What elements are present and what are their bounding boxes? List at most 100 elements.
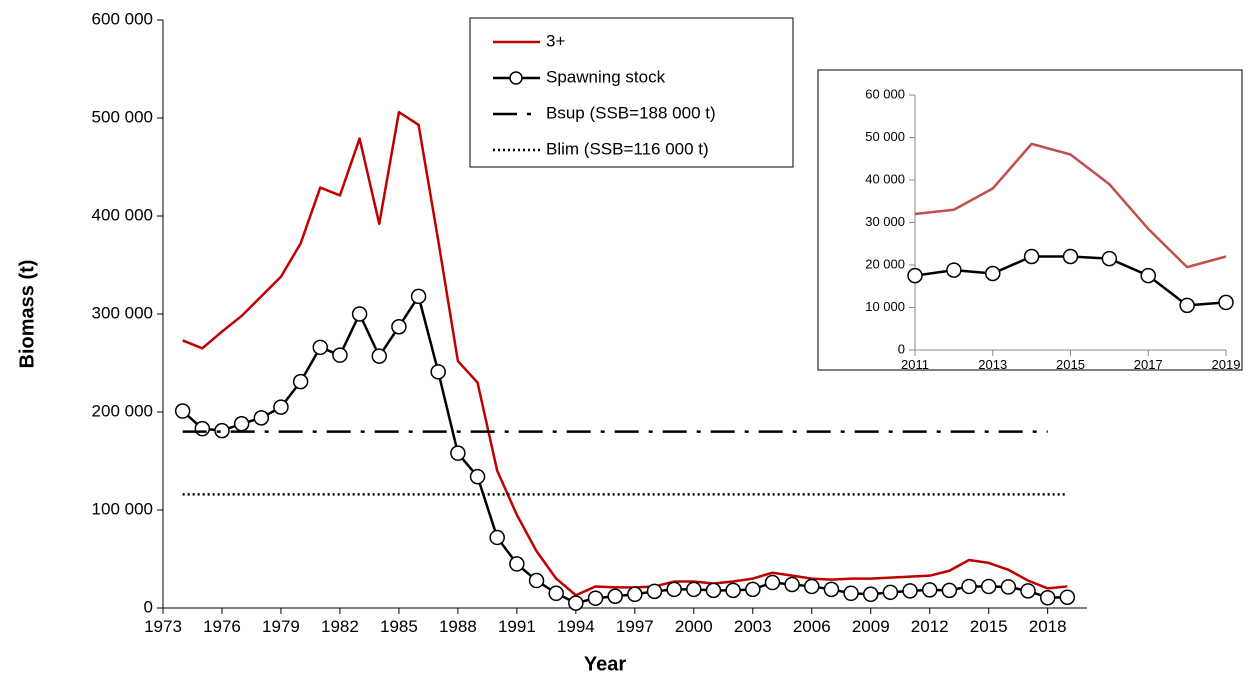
point [1059, 589, 1076, 605]
y-tick-label: 100 000 [92, 499, 153, 518]
series-line [914, 142, 1227, 269]
point [233, 416, 250, 432]
point [312, 339, 329, 356]
point [941, 582, 958, 599]
point [985, 265, 1001, 282]
x-tick-label: 2019 [1212, 357, 1241, 372]
point [430, 364, 446, 380]
point [469, 468, 486, 485]
point [351, 306, 368, 322]
legend-label: 3+ [546, 31, 565, 50]
point [725, 582, 741, 599]
point [292, 373, 309, 390]
x-tick-label: 2000 [675, 617, 713, 636]
point [627, 586, 643, 603]
point [607, 588, 623, 604]
point [214, 422, 230, 439]
point [946, 262, 962, 278]
legend-marker [509, 71, 523, 85]
y-tick-label: 300 000 [92, 303, 153, 322]
point [1179, 297, 1195, 314]
point [273, 399, 289, 415]
x-tick-label: 1973 [144, 617, 182, 636]
x-axis-title: Year [584, 653, 626, 675]
point [548, 585, 564, 602]
y-tick-label: 20 000 [865, 256, 905, 271]
x-tick-label: 1991 [498, 617, 536, 636]
x-tick-label: 2013 [978, 357, 1007, 372]
point [823, 581, 840, 598]
point [1023, 248, 1040, 265]
x-tick-label: 2003 [734, 617, 772, 636]
x-tick-label: 1994 [557, 617, 595, 636]
point [332, 347, 348, 363]
point [1140, 267, 1156, 284]
point [1000, 579, 1017, 595]
x-tick-label: 1979 [262, 617, 300, 636]
inset-frame [817, 69, 1243, 371]
point [907, 267, 923, 284]
x-tick-label: 1997 [616, 617, 654, 636]
x-tick-label: 1985 [380, 617, 418, 636]
point [194, 420, 211, 437]
point [509, 556, 525, 572]
point [980, 578, 997, 595]
point [1020, 583, 1036, 599]
x-tick-label: 2006 [793, 617, 831, 636]
point [804, 578, 820, 595]
point [745, 581, 761, 598]
point [450, 445, 466, 461]
point [489, 529, 505, 546]
x-tick-label: 1976 [203, 617, 241, 636]
point [587, 590, 604, 606]
point [568, 595, 584, 611]
x-tick-label: 2011 [901, 357, 929, 372]
x-tick-label: 2017 [1134, 357, 1163, 372]
point [764, 574, 781, 591]
point [843, 585, 859, 602]
x-tick-label: 2015 [970, 617, 1008, 636]
point [1039, 589, 1056, 606]
y-tick-label: 60 000 [865, 86, 905, 101]
point [253, 410, 270, 426]
point [1101, 250, 1118, 267]
point [646, 583, 663, 600]
y-tick-label: 10 000 [865, 299, 905, 314]
y-tick-label: 400 000 [92, 205, 153, 224]
point [371, 348, 388, 364]
point [921, 582, 938, 598]
legend-label: Blim (SSB=116 000 t) [546, 139, 709, 158]
point [391, 318, 407, 335]
x-tick-label: 2012 [911, 617, 949, 636]
x-tick-label: 2018 [1029, 617, 1067, 636]
y-tick-label: 50 000 [865, 129, 905, 144]
point [961, 578, 977, 595]
point [174, 403, 191, 419]
point [1218, 294, 1234, 311]
x-tick-label: 2015 [1056, 357, 1085, 372]
y-tick-label: 500 000 [92, 107, 153, 126]
y-axis-title: Biomass (t) [16, 260, 38, 369]
point [862, 586, 879, 603]
series-line [181, 295, 1068, 605]
x-tick-label: 1982 [321, 617, 359, 636]
point [686, 581, 702, 598]
point [705, 582, 722, 599]
point [666, 581, 682, 598]
point [528, 572, 545, 589]
y-tick-label: 40 000 [865, 171, 905, 186]
legend-label: Bsup (SSB=188 000 t) [546, 103, 716, 122]
point [882, 584, 899, 601]
point [784, 576, 800, 593]
y-tick-label: 30 000 [865, 214, 905, 229]
y-tick-label: 200 000 [92, 401, 153, 420]
y-tick-label: 0 [144, 597, 153, 616]
point [1062, 248, 1079, 265]
legend-label: Spawning stock [546, 67, 666, 86]
y-tick-label: 0 [898, 341, 905, 356]
series-line [182, 110, 1068, 597]
point [902, 583, 918, 599]
x-tick-label: 1988 [439, 617, 477, 636]
